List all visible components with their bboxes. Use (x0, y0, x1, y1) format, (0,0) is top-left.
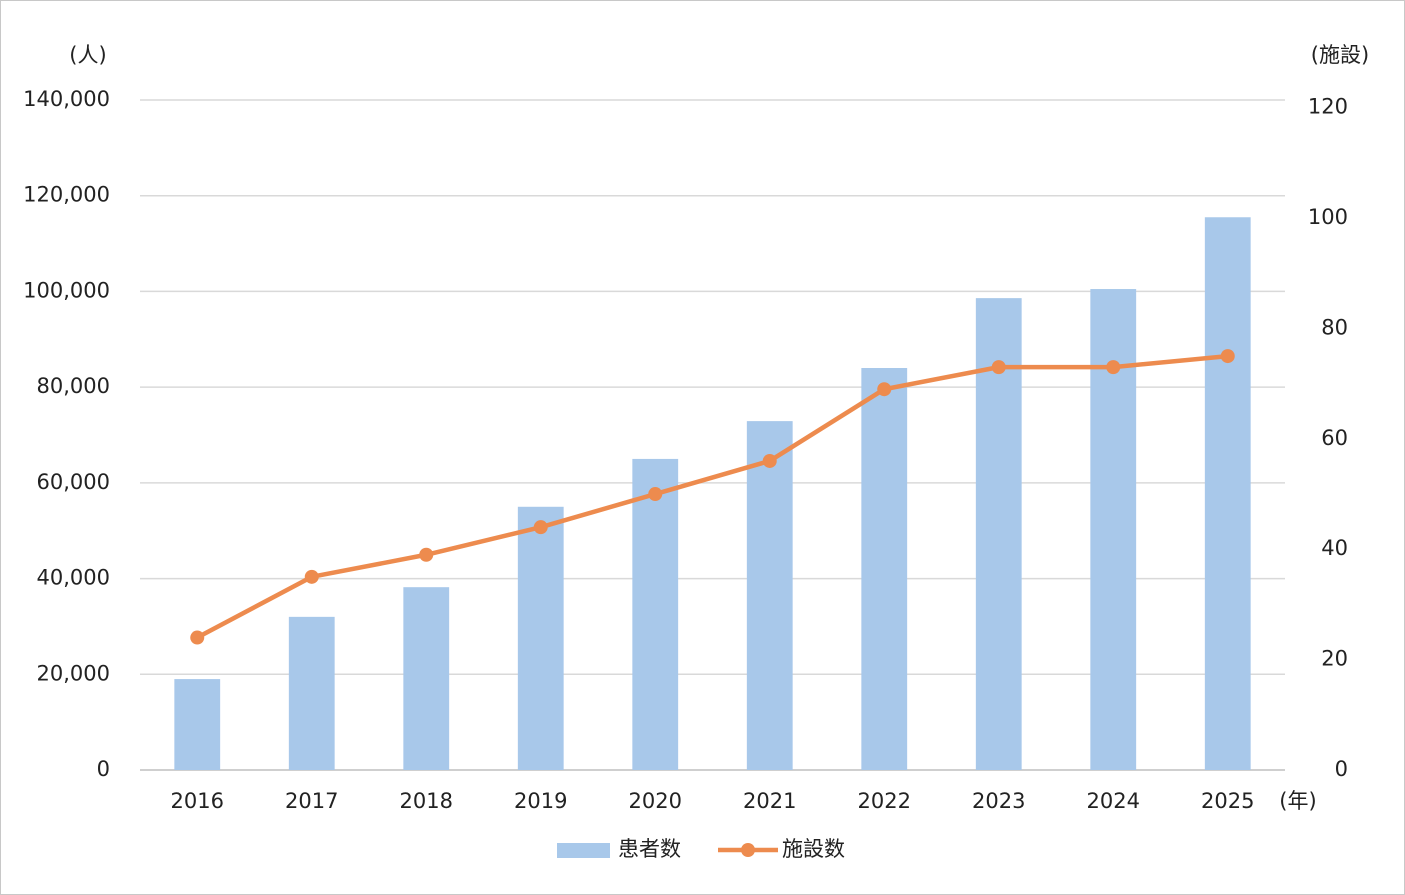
bar (403, 587, 450, 770)
legend-swatch (557, 843, 610, 858)
bar (517, 506, 564, 770)
y2-tick-label: 100 (1308, 205, 1348, 229)
bar (174, 679, 221, 770)
y-tick-label: 140,000 (23, 87, 110, 111)
legend-label: 施設数 (782, 837, 845, 861)
x-tick-label: 2016 (171, 789, 224, 813)
bar (632, 458, 679, 770)
y2-tick-label: 20 (1321, 647, 1348, 671)
x-tick-label: 2023 (972, 789, 1025, 813)
bar (861, 368, 908, 770)
line-marker (877, 382, 892, 397)
legend-swatch (741, 843, 755, 857)
bar (1204, 217, 1251, 770)
y-tick-label: 80,000 (37, 374, 110, 398)
x-tick-label: 2025 (1201, 789, 1254, 813)
y-tick-label: 20,000 (37, 661, 110, 685)
line-marker (190, 630, 205, 645)
x-tick-label: 2022 (858, 789, 911, 813)
line-marker (304, 569, 319, 584)
x-tick-label: 2017 (285, 789, 338, 813)
y2-tick-label: 80 (1321, 315, 1348, 339)
bar (975, 298, 1022, 770)
x-tick-label: 2018 (400, 789, 453, 813)
y-tick-label: 120,000 (23, 183, 110, 207)
y2-tick-label: 120 (1308, 95, 1348, 119)
line-marker (762, 453, 777, 468)
x-axis-label: (年) (1279, 789, 1316, 813)
line-marker (533, 520, 548, 535)
y2-tick-label: 60 (1321, 426, 1348, 450)
y-tick-label: 60,000 (37, 470, 110, 494)
line-marker (648, 487, 663, 502)
bar (288, 616, 335, 770)
legend-label: 患者数 (618, 837, 681, 861)
y2-tick-label: 40 (1321, 536, 1348, 560)
line-marker (1106, 360, 1121, 375)
y-tick-label: 40,000 (37, 566, 110, 590)
x-tick-label: 2021 (743, 789, 796, 813)
y-tick-label: 0 (97, 757, 110, 781)
x-tick-label: 2019 (514, 789, 567, 813)
y2-tick-label: 0 (1335, 757, 1348, 781)
x-tick-label: 2024 (1087, 789, 1140, 813)
bar (746, 421, 793, 770)
line (196, 353, 1228, 640)
y2-axis-label: (施設) (1311, 43, 1369, 67)
line-marker (419, 547, 434, 562)
x-tick-label: 2020 (629, 789, 682, 813)
y-tick-label: 100,000 (23, 278, 110, 302)
line-marker (1220, 349, 1235, 364)
line-marker (991, 360, 1006, 375)
y-axis-label: (人) (69, 43, 106, 67)
